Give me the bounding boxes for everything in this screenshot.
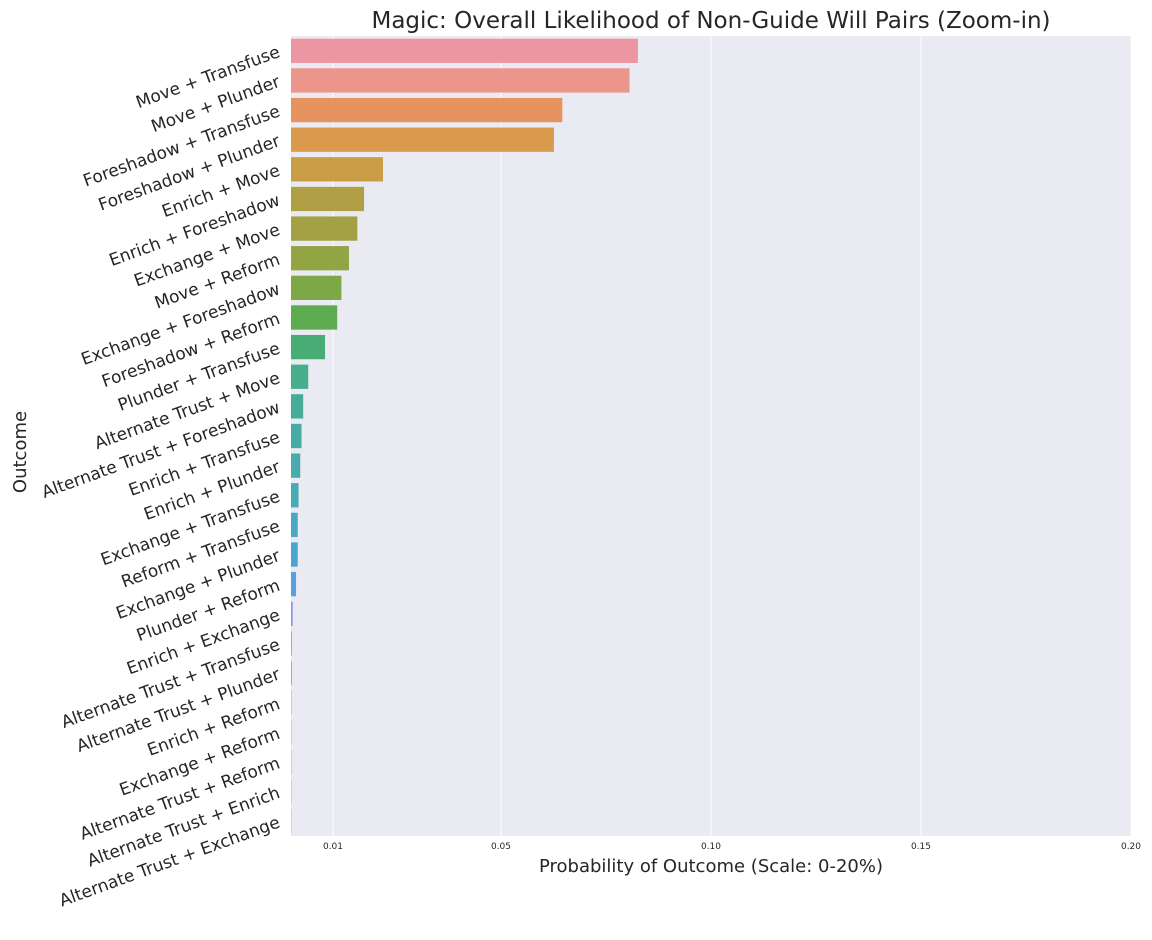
x-tick-label: 0.05 — [491, 842, 511, 852]
bar — [291, 572, 296, 596]
bar — [291, 305, 337, 329]
bar — [291, 68, 630, 92]
bar — [291, 661, 292, 685]
chart-title: Magic: Overall Likelihood of Non-Guide W… — [371, 8, 1050, 34]
bar — [291, 187, 364, 211]
bar — [291, 394, 303, 418]
bar — [291, 513, 298, 537]
bar — [291, 602, 293, 626]
bar — [291, 276, 341, 300]
bar — [291, 424, 302, 448]
bar — [291, 453, 300, 477]
bar — [291, 128, 554, 152]
bar — [291, 631, 292, 655]
bar — [291, 216, 357, 240]
x-tick-label: 0.20 — [1121, 842, 1141, 852]
x-axis-label: Probability of Outcome (Scale: 0-20%) — [539, 856, 883, 877]
bar — [291, 335, 325, 359]
bar — [291, 542, 298, 566]
bar — [291, 98, 562, 122]
x-tick-label: 0.01 — [323, 842, 343, 852]
bar — [291, 39, 638, 63]
bar — [291, 246, 349, 270]
y-axis-label: Outcome — [10, 411, 31, 493]
x-tick-label: 0.10 — [701, 842, 721, 852]
bar — [291, 483, 299, 507]
bar — [291, 157, 383, 181]
x-tick-labels: 0.01 0.05 0.10 0.15 0.20 — [323, 842, 1141, 852]
bar — [291, 365, 308, 389]
x-tick-label: 0.15 — [911, 842, 931, 852]
